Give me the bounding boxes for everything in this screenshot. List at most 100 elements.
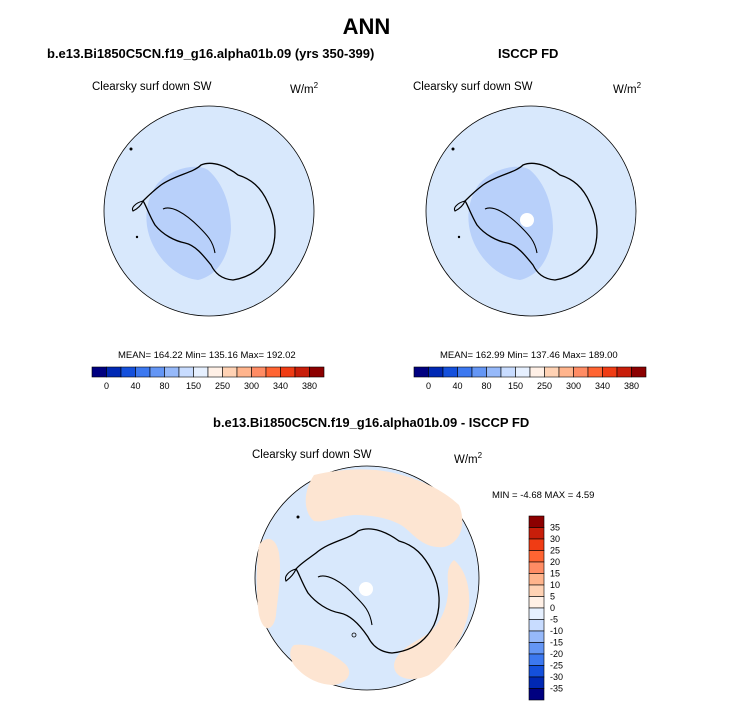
map-3-positive-region-west (256, 538, 281, 629)
colorbar-box (120, 366, 136, 378)
panel-2-units: W/m2 (613, 81, 642, 96)
map-1-peninsula-coastline (131, 200, 144, 212)
colorbar-tick-label: 0 (104, 381, 109, 391)
panel-2-variable: Clearsky surf down SW (413, 81, 533, 93)
colorbar-box (457, 366, 473, 378)
colorbar-box (544, 366, 560, 378)
colorbar-tick-label: -10 (550, 626, 563, 636)
colorbar-box (528, 573, 545, 586)
colorbar-box (236, 366, 252, 378)
colorbar-tick-label: 0 (426, 381, 431, 391)
map-2-low-value-region (468, 166, 553, 280)
colorbar-box (529, 366, 545, 378)
colorbar-tick-label: -30 (550, 672, 563, 682)
colorbar-tick-label: 80 (159, 381, 169, 391)
map-2-antarctica-coastline (464, 162, 598, 281)
colorbar-tick-label: 35 (550, 523, 560, 533)
colorbar-box (280, 366, 296, 378)
colorbar-tick-label: 20 (550, 557, 560, 567)
colorbar-box (106, 366, 122, 378)
colorbar-box (587, 366, 603, 378)
colorbar-tick-label: -20 (550, 649, 563, 659)
colorbar-box (413, 366, 429, 378)
colorbar-box (294, 366, 310, 378)
colorbar-tick-label: 250 (215, 381, 230, 391)
colorbar-box (631, 366, 647, 378)
colorbar-tick-label: 380 (624, 381, 639, 391)
map-3-ice-shelf-line (317, 575, 373, 626)
map-2-peninsula-coastline (453, 200, 466, 212)
panel-1-stats: MEAN= 164.22 Min= 135.16 Max= 192.02 (118, 350, 296, 361)
map-1-island-marker (129, 147, 133, 151)
colorbar-tick-label: 15 (550, 569, 560, 579)
colorbar-tick-label: -5 (550, 615, 558, 625)
colorbar-box (251, 366, 267, 378)
colorbar-tick-label: 40 (452, 381, 462, 391)
colorbar-box (91, 366, 107, 378)
colorbar-box (528, 665, 545, 678)
map-2-island-marker-2 (457, 235, 461, 239)
panel-1-variable: Clearsky surf down SW (92, 81, 212, 93)
colorbar-tick-label: 25 (550, 546, 560, 556)
map-panel-2 (425, 105, 637, 317)
panel-3-stats: MIN = -4.68 MAX = 4.59 (492, 490, 595, 501)
colorbar-box (207, 366, 223, 378)
colorbar-box (528, 642, 545, 655)
colorbar-box (222, 366, 238, 378)
panel-3-units: W/m2 (454, 451, 483, 466)
colorbar-2-labels: 0 40 80 150 250 300 340 380 (426, 381, 639, 391)
panel-1-units: W/m2 (290, 81, 319, 96)
colorbar-box (193, 366, 209, 378)
map-panel-1 (103, 105, 315, 317)
colorbar-tick-label: 40 (130, 381, 140, 391)
colorbar-box (428, 366, 444, 378)
colorbar-box (528, 630, 545, 643)
map-3-positive-region-east (394, 560, 470, 680)
map-2-ice-shelf-line (484, 207, 538, 254)
colorbar-box (528, 515, 545, 528)
colorbar-tick-label: 30 (550, 534, 560, 544)
colorbar-box (515, 366, 531, 378)
colorbar-3-boxes (528, 515, 545, 701)
colorbar-box (528, 550, 545, 563)
page-title: ANN (342, 14, 391, 39)
colorbar-tick-label: 0 (550, 603, 555, 613)
colorbar-2-boxes (413, 366, 647, 378)
colorbar-1-labels: 0 40 80 150 250 300 340 380 (104, 381, 317, 391)
map-panel-3 (254, 465, 480, 691)
colorbar-panel-1: 0 40 80 150 250 300 340 380 (91, 366, 325, 391)
colorbar-1-boxes (91, 366, 325, 378)
map-3-antarctica-coastline (295, 528, 440, 654)
panel-2-stats: MEAN= 162.99 Min= 137.46 Max= 189.00 (440, 350, 618, 361)
colorbar-tick-label: 10 (550, 580, 560, 590)
map-3-peninsula-coastline (284, 568, 297, 582)
map-3-island-marker (296, 515, 300, 519)
colorbar-tick-label: 5 (550, 592, 555, 602)
map-2-island-marker (451, 147, 455, 151)
map-1-antarctica-coastline (142, 162, 276, 281)
colorbar-box (265, 366, 281, 378)
colorbar-box (149, 366, 165, 378)
colorbar-tick-label: -25 (550, 661, 563, 671)
colorbar-box (528, 561, 545, 574)
colorbar-panel-2: 0 40 80 150 250 300 340 380 (413, 366, 647, 391)
colorbar-box (528, 607, 545, 620)
panel-2-title: ISCCP FD (498, 46, 559, 61)
colorbar-box (471, 366, 487, 378)
map-1-low-value-region (146, 166, 231, 280)
colorbar-tick-label: 300 (244, 381, 259, 391)
colorbar-tick-label: 150 (508, 381, 523, 391)
colorbar-tick-label: 340 (595, 381, 610, 391)
map-1-island-marker-2 (135, 235, 139, 239)
colorbar-tick-label: -35 (550, 684, 563, 694)
colorbar-box (528, 619, 545, 632)
colorbar-box (442, 366, 458, 378)
map-2-pole-hole (520, 213, 534, 227)
colorbar-box (486, 366, 502, 378)
colorbar-tick-label: 80 (481, 381, 491, 391)
map-3-positive-region-north (305, 469, 463, 548)
colorbar-box (602, 366, 618, 378)
map-3-island-marker-2 (351, 632, 357, 638)
colorbar-box (500, 366, 516, 378)
